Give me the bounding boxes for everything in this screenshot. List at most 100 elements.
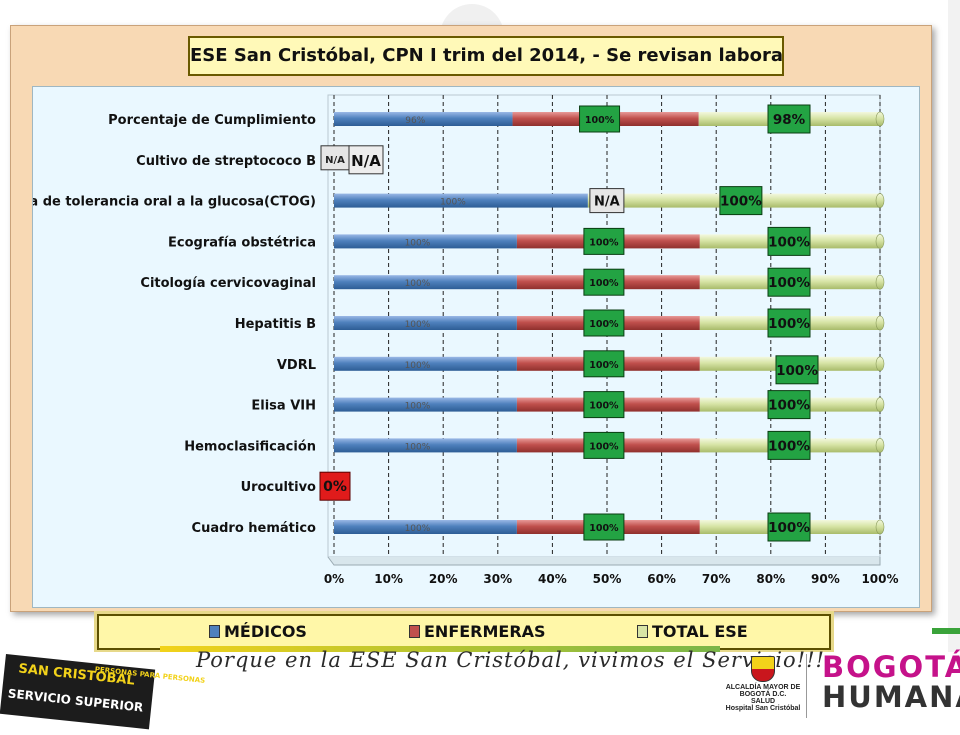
badge-enfermeras — [583, 391, 625, 419]
bar-end-cap — [875, 438, 885, 453]
label-total: 100% — [768, 398, 810, 414]
x-tick-label: 90% — [811, 572, 840, 586]
bar-end-cap — [875, 397, 885, 412]
footer-slogan: Porque en la ESE San Cristóbal, vivimos … — [196, 648, 825, 672]
badge-total — [767, 226, 811, 256]
logo-line-2: SERVICIO SUPERIOR — [7, 686, 144, 715]
category-label: Cuadro hemático — [192, 521, 317, 536]
logo-line-1: SAN CRISTÓBAL — [17, 661, 136, 689]
bogota-logo-line-1: BOGOTÁ — [822, 650, 960, 684]
category-label: Porcentaje de Cumplimiento — [108, 113, 316, 128]
x-tick-label: 80% — [756, 572, 785, 586]
footer — [0, 652, 960, 720]
bar-end-cap — [875, 274, 885, 290]
x-tick-label: 70% — [702, 572, 731, 586]
label-medicos-na: N/A — [325, 155, 345, 166]
badge-enfermeras — [583, 309, 625, 337]
legend-swatch-enfermeras — [409, 625, 420, 638]
bar-segment-0 — [334, 520, 517, 534]
bar-end-cap — [875, 193, 885, 208]
badge-enfermeras — [583, 350, 625, 378]
badge-total — [767, 104, 811, 134]
label-medicos: 100% — [405, 361, 431, 371]
x-tick-label: 50% — [593, 572, 622, 586]
bar-segment-0 — [334, 193, 588, 208]
x-tick-label: 20% — [429, 572, 458, 586]
category-label: Hepatitis B — [235, 317, 316, 332]
badge-total — [767, 308, 811, 338]
bar-segment-0 — [334, 234, 517, 249]
alcaldia-text: ALCALDÍA MAYOR DE BOGOTÁ D.C. — [725, 684, 801, 698]
label-medicos: 100% — [440, 198, 466, 208]
label-enfermeras: 100% — [589, 319, 619, 330]
badge-total — [767, 267, 811, 297]
bar-end-cap — [875, 356, 885, 372]
label-total: 100% — [768, 275, 810, 291]
bar-end-cap — [875, 234, 885, 249]
legend-label-medicos: MÉDICOS — [224, 622, 307, 641]
badge-enfermeras — [583, 431, 625, 459]
category-label: Urocultivo — [241, 480, 316, 495]
label-enfermeras: 100% — [585, 115, 615, 126]
footer-divider — [806, 654, 807, 718]
badge-total-zero — [319, 471, 351, 501]
label-total: 100% — [768, 438, 810, 454]
alcaldia-logo: ALCALDÍA MAYOR DE BOGOTÁ D.C. SALUD Hosp… — [722, 656, 804, 712]
chart-area: Porcentaje de Cumplimiento Cultivo de str… — [0, 86, 920, 608]
bogota-shield-icon — [751, 656, 775, 682]
slogan-stripes — [160, 646, 720, 652]
salud-text: SALUD — [750, 698, 776, 705]
plot-floor — [327, 556, 881, 566]
label-total-na: N/A — [351, 152, 381, 170]
category-label: Elisa VIH — [251, 399, 316, 414]
label-total: 98% — [773, 112, 806, 128]
badge-total — [767, 512, 811, 542]
label-enfermeras: 100% — [589, 237, 619, 248]
x-tick-label: 40% — [538, 572, 567, 586]
bar-end-cap — [875, 111, 885, 127]
x-tick-label: 0% — [324, 572, 344, 586]
badge-total — [775, 355, 819, 385]
badge-total — [767, 430, 811, 460]
label-medicos: 100% — [405, 442, 431, 452]
na-box-medicos — [320, 145, 350, 171]
category-label: Hemoclasificación — [184, 439, 316, 454]
category-label: Citología cervicovaginal — [140, 276, 316, 291]
na-box-enfermeras — [589, 188, 625, 214]
x-tick-label: 10% — [374, 572, 403, 586]
label-total: 100% — [720, 194, 762, 210]
label-enfermeras: 100% — [589, 360, 619, 371]
badge-total — [719, 186, 763, 216]
right-edge-bar — [948, 0, 960, 720]
bar-segment-0 — [334, 316, 517, 330]
badge-enfermeras — [579, 105, 621, 133]
bar-segment-0 — [334, 438, 517, 453]
x-tick-label: 100% — [861, 572, 898, 586]
legend-label-total: TOTAL ESE — [652, 622, 748, 641]
badge-total — [767, 390, 811, 420]
label-total: 0% — [323, 479, 347, 495]
category-label: Ecografía obstétrica — [168, 235, 316, 250]
legend-item-enfermeras: ENFERMERAS — [409, 622, 546, 641]
label-medicos: 100% — [405, 320, 431, 330]
label-enfermeras: 100% — [589, 441, 619, 452]
hospital-text: Hospital San Cristóbal — [725, 705, 801, 712]
category-label: Curva de tolerancia oral a la glucosa(CT… — [33, 195, 316, 210]
badge-enfermeras — [583, 268, 625, 296]
legend-swatch-medicos — [209, 625, 220, 638]
label-enfermeras: 100% — [589, 523, 619, 534]
label-medicos: 100% — [405, 402, 431, 412]
bar-segment-0 — [334, 275, 517, 290]
label-enfermeras-na: N/A — [594, 195, 620, 210]
legend-label-enfermeras: ENFERMERAS — [424, 622, 546, 641]
label-total: 100% — [768, 234, 810, 250]
chart-title: ESE San Cristóbal, CPN I trim del 2014, … — [188, 36, 784, 76]
na-box-total — [348, 145, 384, 175]
legend-item-total: TOTAL ESE — [637, 622, 748, 641]
label-total: 100% — [768, 520, 810, 536]
category-label: Cultivo de streptococo B — [136, 154, 316, 169]
label-total: 100% — [768, 316, 810, 332]
bogota-humana-logo: BOGOTÁ HUMANA — [822, 652, 960, 712]
label-medicos: 96% — [405, 116, 425, 126]
